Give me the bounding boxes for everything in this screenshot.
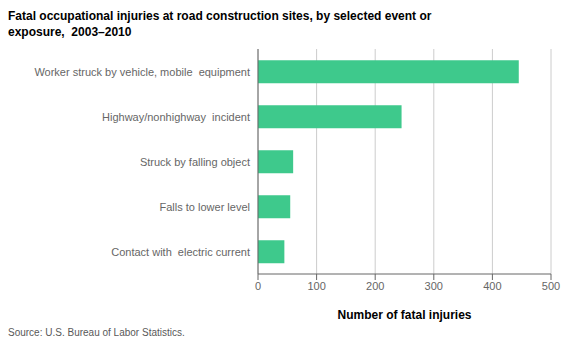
svg-text:100: 100 [307, 280, 325, 292]
svg-text:Worker struck by vehicle, mobi: Worker struck by vehicle, mobile equipme… [34, 66, 250, 78]
svg-text:300: 300 [425, 280, 443, 292]
svg-text:Contact with electric current: Contact with electric current [111, 246, 250, 258]
svg-text:Falls to lower level: Falls to lower level [160, 201, 250, 213]
svg-text:Struck by falling object: Struck by falling object [140, 156, 250, 168]
svg-text:Number of fatal injuries: Number of fatal injuries [337, 308, 471, 322]
svg-text:200: 200 [366, 280, 384, 292]
svg-text:400: 400 [483, 280, 501, 292]
svg-text:0: 0 [255, 280, 261, 292]
html-text:Fatal occupational injuries at: Fatal occupational injuries at road cons… [8, 9, 432, 39]
svg-text:500: 500 [542, 280, 560, 292]
html-text:Source: U.S. Bureau of Labor S: Source: U.S. Bureau of Labor Statistics. [8, 327, 185, 338]
svg-text:Highway/nonhighway incident: Highway/nonhighway incident [102, 111, 250, 123]
